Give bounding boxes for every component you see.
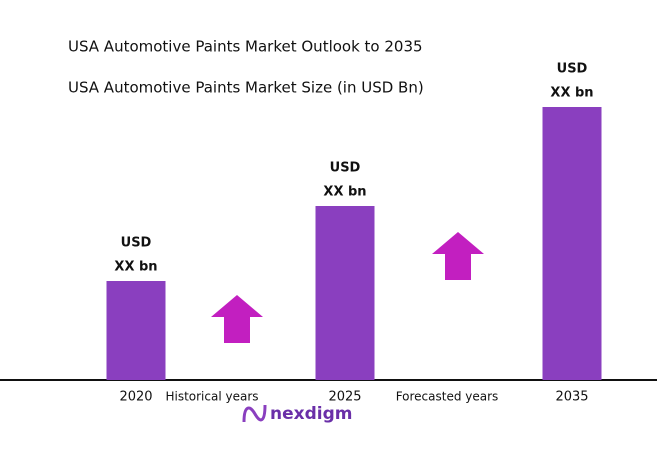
logo: nexdigm bbox=[270, 404, 352, 424]
value-label: XX bn bbox=[114, 260, 157, 275]
bar bbox=[106, 281, 166, 380]
x-tick-label: 2025 bbox=[328, 390, 361, 405]
growth-arrow bbox=[211, 295, 263, 343]
bar bbox=[315, 206, 375, 380]
annotation: Forecasted years bbox=[396, 390, 499, 404]
value-label: XX bn bbox=[323, 185, 366, 200]
growth-arrow bbox=[432, 232, 484, 280]
x-tick-label: 2020 bbox=[119, 390, 152, 405]
chart-title: USA Automotive Paints Market Outlook to … bbox=[68, 38, 423, 56]
logo-mark bbox=[242, 404, 267, 423]
x-tick-label: 2035 bbox=[555, 390, 588, 405]
value-label: USD bbox=[330, 161, 361, 176]
value-label: USD bbox=[121, 236, 152, 251]
value-label: USD bbox=[557, 62, 588, 77]
annotation: Historical years bbox=[165, 390, 258, 404]
value-label: XX bn bbox=[550, 86, 593, 101]
bar bbox=[542, 107, 602, 380]
chart-subtitle: USA Automotive Paints Market Size (in US… bbox=[68, 79, 424, 97]
